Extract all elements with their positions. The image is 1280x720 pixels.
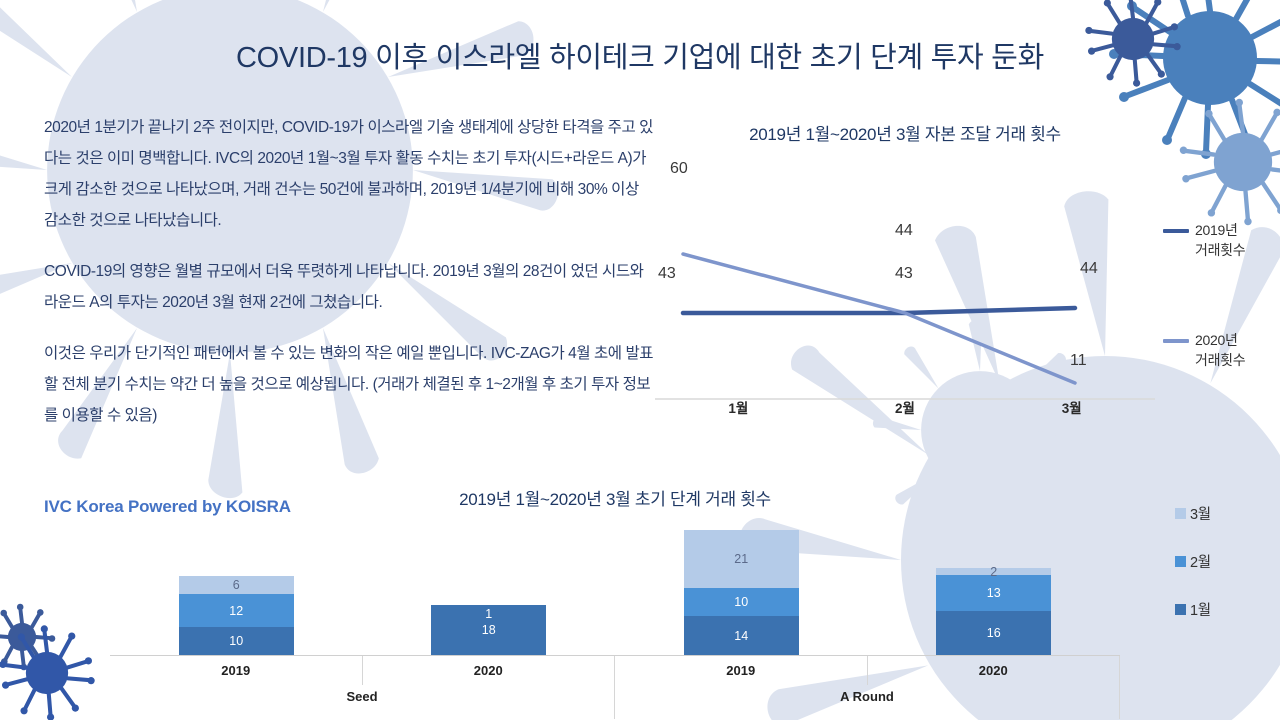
bar-seg-around-2019-mar: 21 xyxy=(683,530,799,588)
legend-label-2020: 2020년 거래횟수 xyxy=(1195,330,1246,370)
line-xtick-jan: 1월 xyxy=(728,401,749,416)
legend-label-2020-line2: 거래횟수 xyxy=(1195,352,1246,368)
bar-seg-around-2020-mar-label: 2 xyxy=(990,565,998,579)
line-xtick-mar: 3월 xyxy=(1061,401,1082,416)
bar-xtick-around-2019: 2019 xyxy=(615,656,868,685)
legend-label-2019-line2: 거래횟수 xyxy=(1195,242,1246,258)
bar-seg-around-2019-feb: 10 xyxy=(683,588,799,616)
legend-label-2019: 2019년 거래횟수 xyxy=(1195,220,1246,260)
paragraph-2: COVID-19의 영향은 월별 규모에서 더욱 뚜렷하게 나타납니다. 201… xyxy=(44,263,644,311)
line-chart-plot xyxy=(655,252,1155,400)
bar-seg-seed-2019-jan: 10 xyxy=(178,627,294,655)
bar-legend-label-mar: 3월 xyxy=(1190,507,1211,523)
line-series-2020 xyxy=(681,252,1077,385)
paragraph-3: 이것은 우리가 단기적인 패턴에서 볼 수 있는 변화의 작은 예일 뿐입니다.… xyxy=(44,345,654,424)
virus-icon-bottom-tiny xyxy=(0,603,56,671)
datalabel-2020-jan: 60 xyxy=(670,160,688,177)
bar-slot-around-2019: 21 10 14 xyxy=(615,530,868,655)
bar-seg-seed-2020-jan: 18 xyxy=(431,605,547,655)
bar-legend-item-jan: 1월 xyxy=(1175,599,1211,620)
bar-legend-swatch-feb xyxy=(1175,556,1186,567)
line-chart-legend: 2019년 거래횟수 2020년 거래횟수 xyxy=(1163,220,1273,440)
legend-label-2019-line1: 2019년 xyxy=(1195,222,1238,238)
legend-swatch-2020 xyxy=(1163,339,1189,343)
bar-legend-swatch-jan xyxy=(1175,604,1186,615)
body-text-column: 2020년 1분기가 끝나기 2주 전이지만, COVID-19가 이스라엘 기… xyxy=(44,112,654,431)
stacked-bar-seed-2019: 6 12 10 xyxy=(178,576,294,655)
bar-seg-seed-2020-mar-label: 1 xyxy=(485,607,493,621)
legend-item-2019: 2019년 거래횟수 xyxy=(1163,220,1273,260)
bar-seg-seed-2019-feb: 12 xyxy=(178,594,294,627)
bar-chart: 2019년 1월~2020년 3월 초기 단계 거래 횟수 6 12 10 1 … xyxy=(110,485,1280,720)
legend-swatch-2019 xyxy=(1163,229,1189,233)
stacked-bar-around-2020: 2 13 16 xyxy=(936,565,1052,655)
datalabel-2019-feb: 43 xyxy=(895,265,913,282)
bar-slot-around-2020: 2 13 16 xyxy=(868,530,1121,655)
bar-legend-swatch-mar xyxy=(1175,508,1186,519)
bar-slot-seed-2020: 1 18 xyxy=(363,530,616,655)
bar-seg-around-2020-mar: 2 xyxy=(936,565,1052,579)
bar-chart-legend: 3월 2월 1월 xyxy=(1175,503,1211,647)
bar-chart-group-axis: Seed A Round xyxy=(110,685,1120,719)
bar-xtick-seed-2019: 2019 xyxy=(110,656,363,685)
bar-xtick-around-2020: 2020 xyxy=(868,656,1120,685)
line-xtick-feb: 2월 xyxy=(895,401,915,416)
bar-chart-title: 2019년 1월~2020년 3월 초기 단계 거래 횟수 xyxy=(459,490,771,509)
bar-seg-around-2019-jan: 14 xyxy=(683,616,799,655)
legend-item-2020: 2020년 거래횟수 xyxy=(1163,330,1273,370)
line-chart-title: 2019년 1월~2020년 3월 자본 조달 거래 횟수 xyxy=(749,125,1061,144)
bar-legend-item-mar: 3월 xyxy=(1175,503,1211,524)
bar-seg-around-2020-jan: 16 xyxy=(936,611,1052,655)
line-chart-axis-labels: 1월 2월 3월 xyxy=(655,397,1155,417)
datalabel-2019-jan: 43 xyxy=(658,265,676,282)
bar-legend-label-feb: 2월 xyxy=(1190,555,1211,571)
line-series-2019 xyxy=(680,305,1078,316)
datalabel-2019-mar: 44 xyxy=(1080,260,1098,277)
datalabel-2020-mar: 11 xyxy=(1070,352,1087,369)
line-chart: 2019년 1월~2020년 3월 자본 조달 거래 횟수 60 44 11 4… xyxy=(655,112,1275,417)
bar-seg-around-2020-feb: 13 xyxy=(936,575,1052,611)
bar-xtick-seed-2020: 2020 xyxy=(363,656,615,685)
bar-legend-label-jan: 1월 xyxy=(1190,603,1211,619)
brand-label: IVC Korea Powered by KOISRA xyxy=(44,497,291,516)
bar-group-around: A Round xyxy=(615,685,1120,719)
stacked-bar-around-2019: 21 10 14 xyxy=(683,530,799,655)
datalabel-2020-feb: 44 xyxy=(895,222,913,239)
legend-label-2020-line1: 2020년 xyxy=(1195,332,1238,348)
bar-slot-seed-2019: 6 12 10 xyxy=(110,530,363,655)
bar-group-seed: Seed xyxy=(110,685,615,719)
paragraph-1: 2020년 1분기가 끝나기 2주 전이지만, COVID-19가 이스라엘 기… xyxy=(44,119,653,229)
bar-legend-item-feb: 2월 xyxy=(1175,551,1211,572)
stacked-bar-seed-2020: 1 18 xyxy=(431,605,547,655)
page-title: COVID-19 이후 이스라엘 하이테크 기업에 대한 초기 단계 투자 둔화 xyxy=(236,42,1044,74)
virus-icon-bottom-left xyxy=(0,625,95,720)
bar-seg-seed-2019-mar: 6 xyxy=(178,576,294,594)
bar-chart-plot: 6 12 10 1 18 21 10 14 xyxy=(110,530,1120,655)
bar-chart-category-axis: 2019 2020 2019 2020 xyxy=(110,655,1120,685)
